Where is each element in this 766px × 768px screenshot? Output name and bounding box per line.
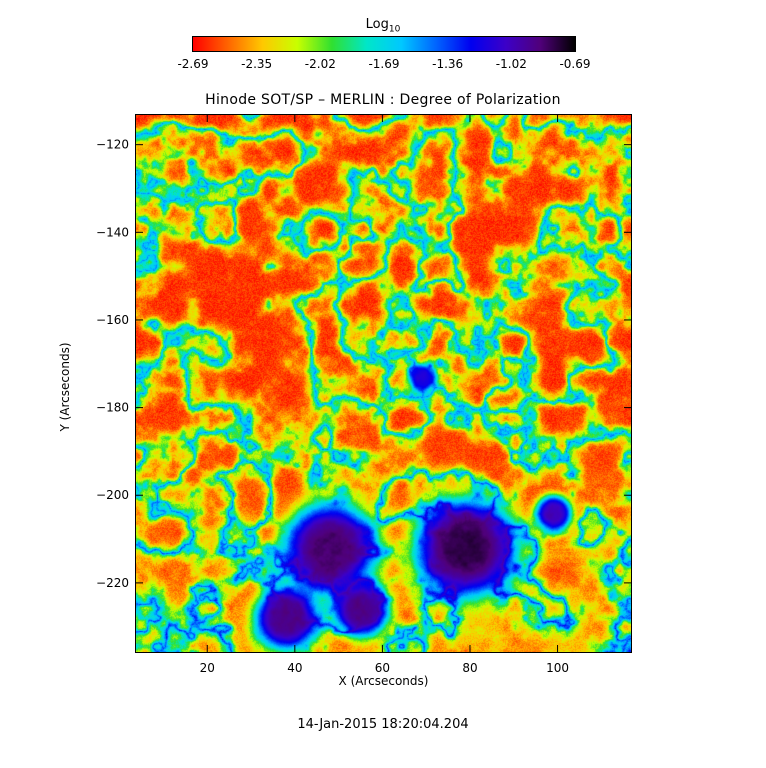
x-axis-label: X (Arcseconds) — [338, 674, 429, 688]
y-tick-label: −180 — [96, 401, 129, 415]
y-tick-label: −140 — [96, 225, 129, 239]
y-axis-label: Y (Arcseconds) — [58, 342, 72, 432]
colorbar — [192, 36, 576, 52]
x-tick-label: 20 — [200, 661, 215, 675]
y-tick-label: −160 — [96, 313, 129, 327]
colorbar-title: Log10 — [0, 17, 766, 35]
timestamp: 14-Jan-2015 18:20:04.204 — [297, 717, 469, 732]
colorbar-title-subscript: 10 — [388, 24, 401, 35]
colorbar-tick-label: -2.02 — [304, 57, 336, 71]
colorbar-tick-label: -1.69 — [368, 57, 400, 71]
chart-title: Hinode SOT/SP – MERLIN : Degree of Polar… — [205, 92, 561, 108]
y-tick-label: −220 — [96, 576, 129, 590]
x-tick-label: 80 — [462, 661, 477, 675]
colorbar-tick-label: -1.36 — [432, 57, 464, 71]
y-tick-label: −120 — [96, 138, 129, 152]
polarization-heatmap — [135, 114, 632, 653]
colorbar-tick-label: -2.35 — [241, 57, 273, 71]
x-tick-label: 100 — [546, 661, 569, 675]
x-tick-label: 40 — [287, 661, 302, 675]
colorbar-tick-label: -1.02 — [495, 57, 527, 71]
colorbar-tick-label: -0.69 — [559, 57, 591, 71]
y-tick-label: −200 — [96, 488, 129, 502]
x-tick-label: 60 — [375, 661, 390, 675]
colorbar-tick-label: -2.69 — [177, 57, 209, 71]
colorbar-title-text: Log — [365, 17, 389, 32]
